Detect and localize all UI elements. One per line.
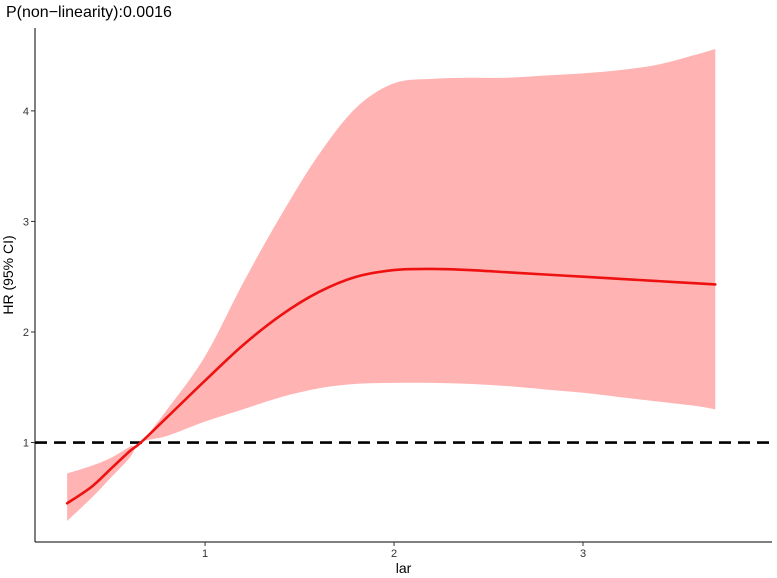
plot-title: P(non−linearity):0.0016	[6, 4, 172, 21]
y-tick-label: 2	[23, 327, 29, 339]
y-tick-label: 3	[23, 216, 29, 228]
confidence-band	[67, 49, 716, 521]
x-tick-label: 3	[580, 548, 586, 560]
y-axis-title: HR (95% CI)	[0, 235, 16, 314]
x-ticks: 1 2 3	[202, 542, 586, 560]
x-tick-label: 2	[391, 548, 397, 560]
hr-curve	[65, 267, 717, 505]
y-ticks: 1 2 3 4	[23, 106, 35, 450]
x-tick-label: 1	[202, 548, 208, 560]
x-axis-title: lar	[396, 560, 412, 576]
y-tick-label: 4	[23, 106, 29, 118]
y-tick-label: 1	[23, 438, 29, 450]
